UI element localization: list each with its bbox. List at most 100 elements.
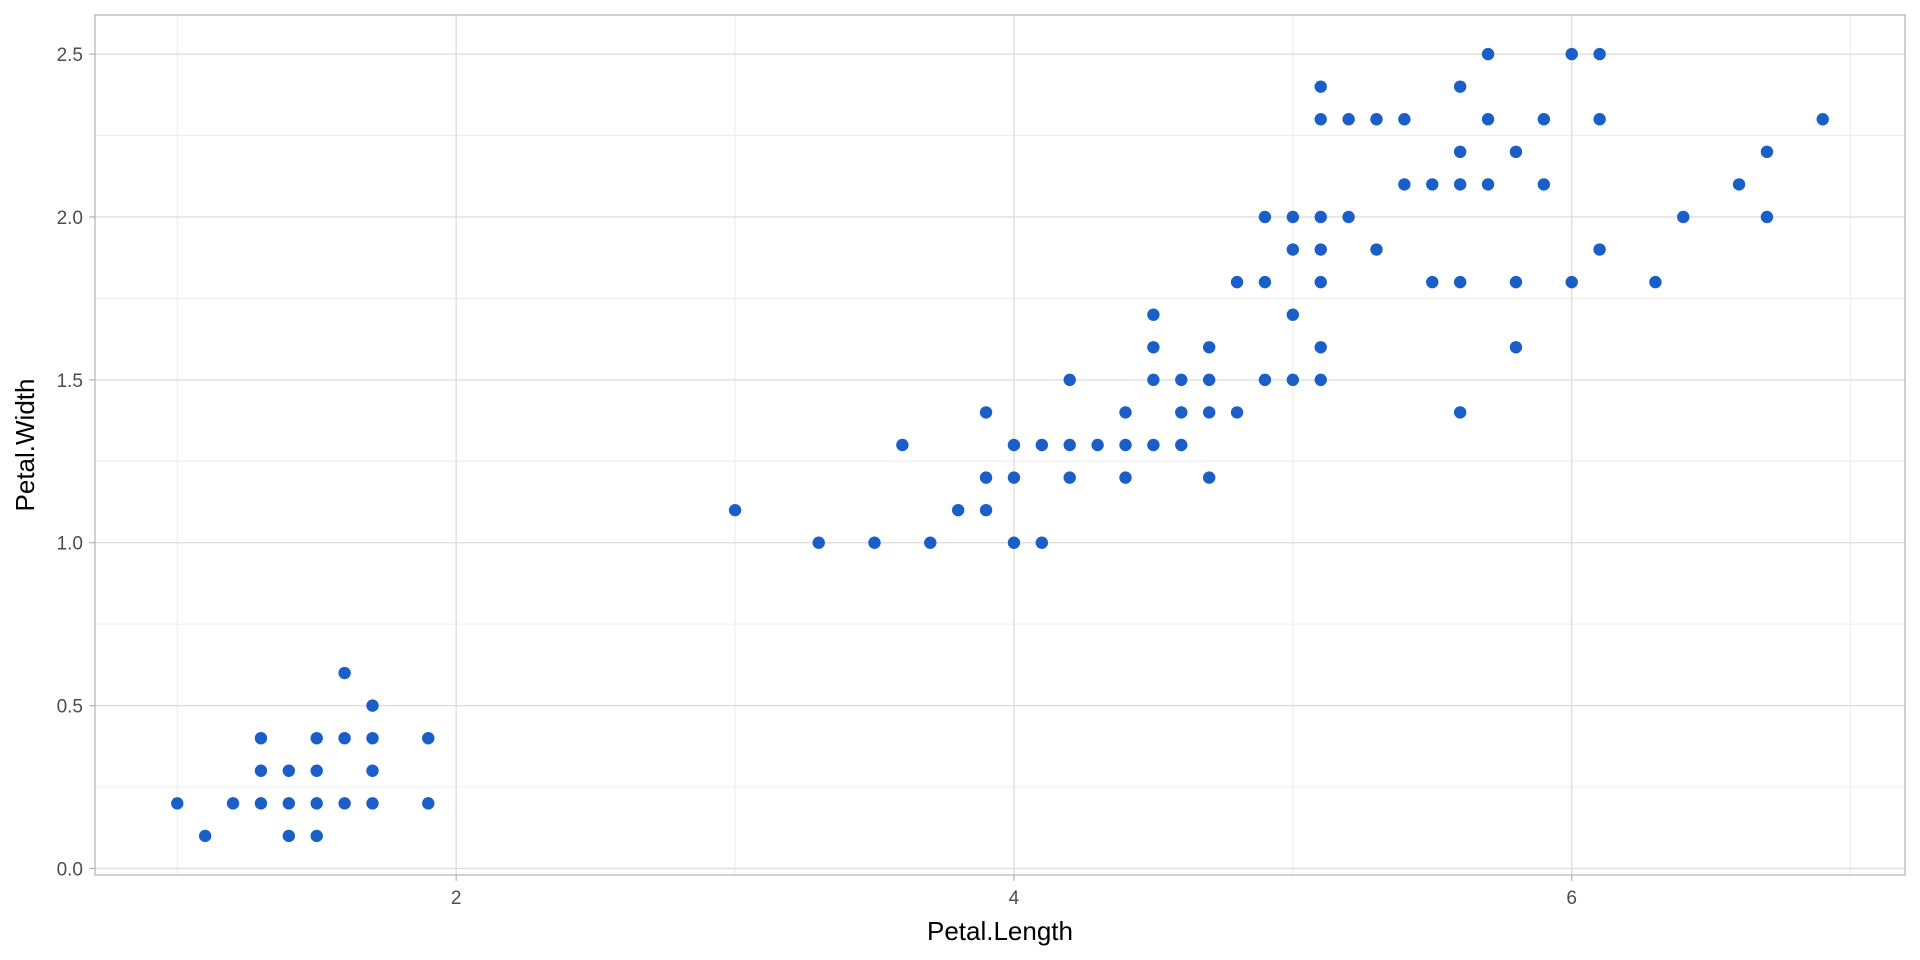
data-point <box>1258 210 1272 224</box>
data-point <box>1007 471 1021 484</box>
data-point <box>1593 47 1606 61</box>
data-point <box>1314 210 1327 224</box>
data-point <box>1509 145 1523 159</box>
data-point <box>1258 373 1272 387</box>
grid-lines <box>95 15 1905 875</box>
data-point <box>1314 373 1327 387</box>
y-tick-label: 0.0 <box>57 859 83 880</box>
data-point <box>979 406 993 419</box>
data-point <box>198 829 212 843</box>
data-point <box>979 471 993 484</box>
x-tick-label: 6 <box>1566 888 1577 909</box>
data-point <box>310 797 323 810</box>
data-point <box>282 829 296 843</box>
data-point <box>254 797 268 810</box>
data-point <box>282 797 296 810</box>
data-point <box>1481 178 1495 191</box>
data-point <box>1593 243 1606 256</box>
data-point <box>1175 438 1188 452</box>
data-point <box>1063 438 1076 452</box>
data-point <box>1119 471 1132 484</box>
data-point <box>1481 47 1495 61</box>
data-point <box>1202 406 1216 419</box>
data-point <box>1649 275 1662 289</box>
data-point <box>338 666 351 680</box>
data-point <box>226 797 240 810</box>
y-tick-label: 2.0 <box>57 208 83 229</box>
data-point <box>979 503 993 517</box>
data-point <box>1035 438 1049 452</box>
data-point <box>1453 406 1467 419</box>
data-point <box>422 731 435 745</box>
data-point <box>1063 471 1076 484</box>
data-point <box>1258 275 1272 289</box>
data-point <box>254 764 268 777</box>
data-point <box>1147 373 1160 387</box>
data-point <box>1286 373 1300 387</box>
y-tick-label: 2.5 <box>57 45 83 66</box>
data-point <box>1677 210 1690 224</box>
data-point <box>366 797 379 810</box>
data-point <box>1314 113 1327 126</box>
data-point <box>896 438 909 452</box>
data-point <box>1175 373 1188 387</box>
data-point <box>1593 113 1606 126</box>
data-point <box>1426 178 1439 191</box>
panel-border <box>94 14 1906 876</box>
x-axis-title: Petal.Length <box>927 916 1073 946</box>
data-point <box>1202 341 1216 354</box>
data-point <box>422 797 435 810</box>
data-point <box>366 699 379 712</box>
y-tick-label: 1.0 <box>57 534 83 555</box>
data-point <box>366 731 379 745</box>
data-point <box>1816 113 1829 126</box>
data-point <box>1147 308 1160 321</box>
data-point <box>1063 373 1076 387</box>
data-point <box>366 764 379 777</box>
data-point <box>1760 145 1774 159</box>
data-point <box>1230 275 1244 289</box>
data-point <box>1453 145 1467 159</box>
data-point <box>1398 178 1411 191</box>
x-tick-label: 4 <box>1009 888 1020 909</box>
data-point <box>282 764 296 777</box>
data-point <box>171 797 184 810</box>
data-point <box>1565 275 1578 289</box>
data-point <box>1286 210 1300 224</box>
data-point <box>1286 243 1300 256</box>
y-tick-label: 0.5 <box>57 697 83 718</box>
data-point <box>1760 210 1774 224</box>
data-point <box>1175 406 1188 419</box>
x-tick-label: 2 <box>451 888 462 909</box>
data-point <box>1732 178 1746 191</box>
data-point <box>310 829 323 843</box>
data-point <box>1509 275 1523 289</box>
data-point <box>1342 210 1355 224</box>
data-point <box>1147 438 1160 452</box>
data-point <box>310 731 323 745</box>
data-point <box>1370 113 1383 126</box>
axis-ticks: 2 4 6 0.0 0.5 1.0 1.5 2.0 2.5 <box>57 45 1577 909</box>
data-point <box>1091 438 1104 452</box>
data-point <box>1035 536 1049 549</box>
data-point <box>1398 113 1411 126</box>
data-point <box>1119 406 1132 419</box>
data-point <box>951 503 965 517</box>
data-point <box>1314 80 1327 93</box>
data-point <box>1565 47 1578 61</box>
data-point <box>1481 113 1495 126</box>
data-point <box>338 731 351 745</box>
data-point <box>1202 471 1216 484</box>
data-point <box>1453 80 1467 93</box>
data-point <box>868 536 881 549</box>
data-point <box>1230 406 1244 419</box>
data-point <box>1202 373 1216 387</box>
data-point <box>1453 275 1467 289</box>
data-point <box>1314 341 1327 354</box>
data-point <box>812 536 825 549</box>
data-point <box>310 764 323 777</box>
data-point <box>1147 341 1160 354</box>
data-point <box>1314 275 1327 289</box>
data-point <box>1007 438 1021 452</box>
